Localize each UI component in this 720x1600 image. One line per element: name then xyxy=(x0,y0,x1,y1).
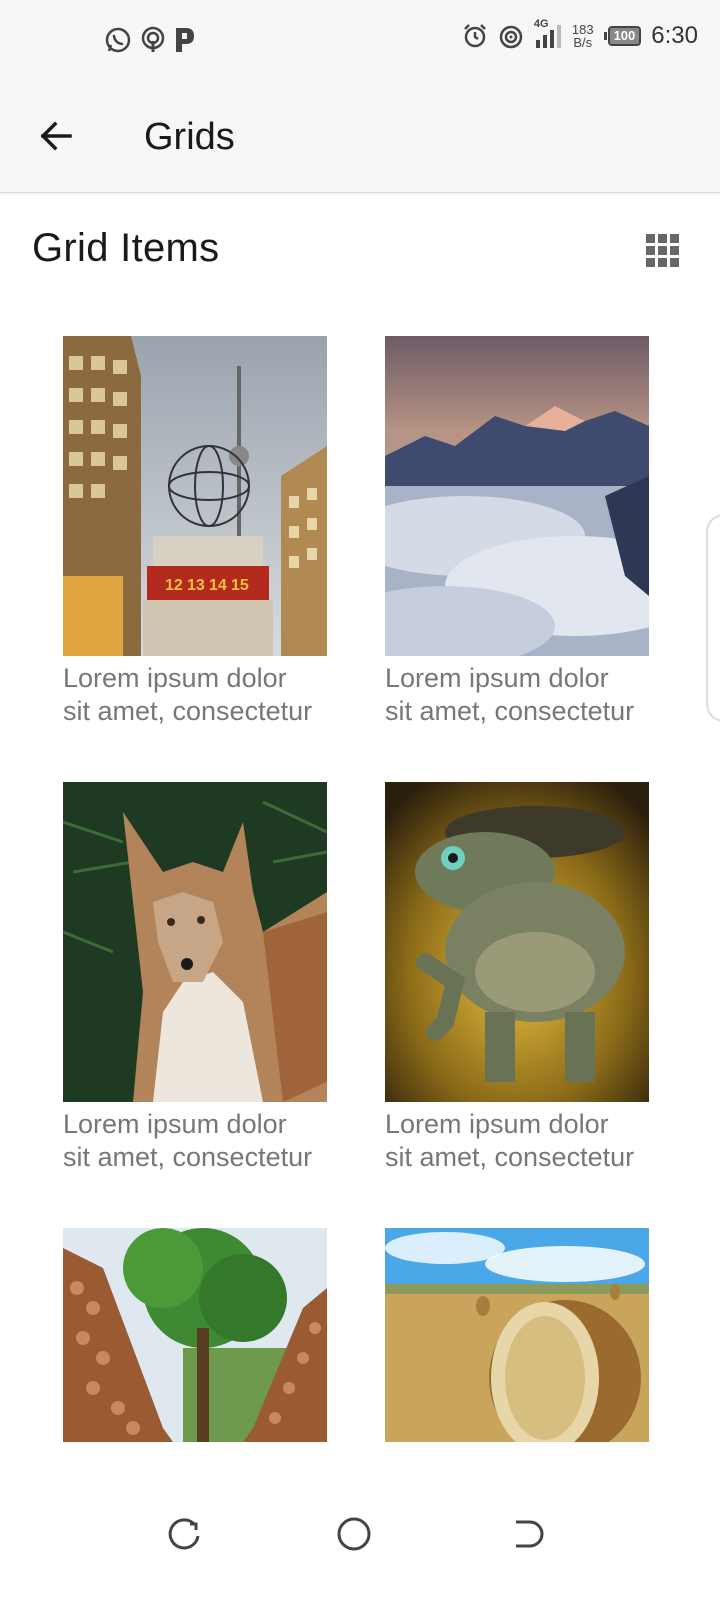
edge-panel-handle[interactable] xyxy=(706,514,720,722)
recent-apps-icon[interactable] xyxy=(164,1514,204,1554)
whatsapp-icon xyxy=(105,27,131,53)
net-speed: 183 B/s xyxy=(572,23,594,49)
battery-icon: 100 xyxy=(603,26,642,46)
grid-item-image xyxy=(385,336,649,656)
status-time: 6:30 xyxy=(651,22,698,49)
back-nav-icon[interactable] xyxy=(506,1514,546,1554)
grid-item-caption: Lorem ipsum dolor sit amet, consectetur xyxy=(385,1109,635,1172)
network-type: 4G xyxy=(533,18,549,30)
grid-item[interactable]: 12 13 14 15 Lorem ipsum dolor sit amet, con… xyxy=(63,336,327,728)
status-bar: 4G 183 B/s 100 6:30 xyxy=(0,0,720,84)
grid-item[interactable]: Lorem ipsum dolor sit amet, consectetur xyxy=(385,782,649,1174)
podcast-icon xyxy=(141,26,165,52)
svg-text:13: 13 xyxy=(187,577,205,594)
navigation-bar xyxy=(0,1476,720,1600)
grid-item-image xyxy=(385,1228,649,1442)
section-title: Grid Items xyxy=(32,226,220,270)
status-left-icons xyxy=(104,26,196,54)
svg-text:15: 15 xyxy=(231,577,249,594)
grid-item-image xyxy=(63,1228,327,1442)
net-speed-unit: B/s xyxy=(573,35,593,50)
grid-view-icon[interactable] xyxy=(646,234,682,270)
arrow-back-icon xyxy=(40,121,72,151)
svg-text:12: 12 xyxy=(165,577,183,594)
grid-item[interactable]: Lorem ipsum dolor sit amet, consectetur xyxy=(63,782,327,1174)
grid-item[interactable]: Lorem ipsum dolor sit amet, consectetur xyxy=(385,336,649,728)
svg-text:14: 14 xyxy=(209,577,227,594)
home-icon[interactable] xyxy=(334,1514,374,1554)
hotspot-icon xyxy=(499,25,523,49)
grid-item[interactable] xyxy=(63,1228,327,1442)
grid-item-caption: Lorem ipsum dolor sit amet, consectetur xyxy=(63,663,313,726)
grid-item-image xyxy=(385,782,649,1102)
grid-item[interactable] xyxy=(385,1228,649,1442)
app-bar: Grids xyxy=(0,84,720,193)
page-title: Grids xyxy=(144,116,235,158)
battery-level: 100 xyxy=(607,26,642,46)
status-right-icons: 4G 183 B/s 100 6:30 xyxy=(462,18,698,50)
grid-item-image xyxy=(63,782,327,1102)
back-button[interactable] xyxy=(30,110,82,162)
signal-icon xyxy=(535,25,561,48)
signal-indicator: 4G xyxy=(534,18,562,50)
grid-item-image: 12 13 14 15 xyxy=(63,336,327,656)
net-speed-value: 183 xyxy=(571,22,594,37)
parking-p-icon xyxy=(176,28,194,52)
grid-item-caption: Lorem ipsum dolor sit amet, consectetur xyxy=(63,1109,313,1172)
grid-item-caption: Lorem ipsum dolor sit amet, consectetur xyxy=(385,663,635,726)
alarm-icon xyxy=(463,24,486,48)
